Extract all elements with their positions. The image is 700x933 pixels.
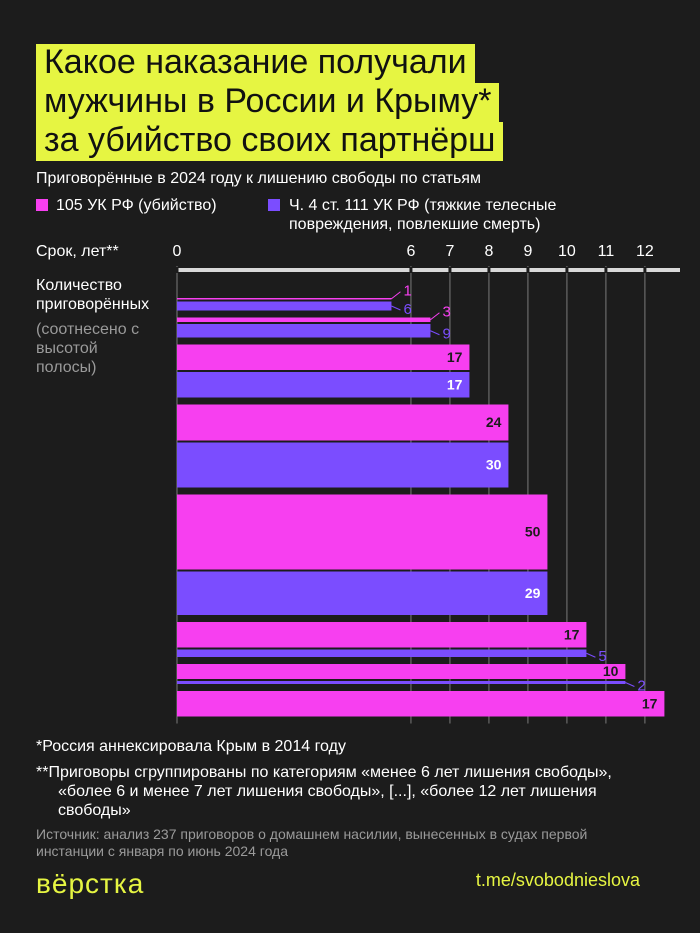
footnote: **Приговоры сгруппированы по категориям … bbox=[36, 764, 612, 819]
bar bbox=[177, 691, 665, 717]
data-label: 17 bbox=[642, 695, 658, 711]
x-tick-label: 8 bbox=[484, 243, 493, 260]
x-tick-label: 6 bbox=[407, 243, 416, 260]
data-label: 24 bbox=[486, 414, 502, 430]
data-label: 17 bbox=[564, 626, 580, 642]
chart-title: Какое наказание получали мужчины в Росси… bbox=[36, 44, 504, 161]
bar bbox=[177, 571, 548, 615]
bar bbox=[177, 317, 431, 322]
leader-line bbox=[586, 652, 596, 658]
data-label: 10 bbox=[603, 663, 619, 679]
leader-line bbox=[391, 291, 401, 300]
y-note: (соотнесено с высотой полосы) bbox=[36, 321, 140, 376]
bar bbox=[177, 372, 470, 398]
leader-line bbox=[430, 330, 440, 336]
data-label: 29 bbox=[525, 585, 541, 601]
data-label: 30 bbox=[486, 457, 502, 473]
x-axis-label: Срок, лет** bbox=[36, 243, 119, 260]
data-label: 2 bbox=[637, 677, 645, 694]
bar bbox=[177, 494, 548, 570]
source: Источник: анализ 237 приговоров о домашн… bbox=[36, 826, 588, 859]
legend-label: Ч. 4 ст. 111 УК РФ (тяжкие телесные повр… bbox=[289, 197, 557, 233]
legend-swatch bbox=[36, 199, 48, 211]
bar bbox=[177, 442, 509, 488]
title-line: за убийство своих партнёрш bbox=[36, 122, 504, 161]
bar bbox=[177, 324, 431, 338]
title-line: мужчины в России и Крыму* bbox=[36, 83, 500, 122]
brand-logo: вёрстка bbox=[36, 868, 145, 899]
bar bbox=[177, 622, 587, 648]
bar bbox=[177, 404, 509, 441]
x-tick-label: 9 bbox=[523, 243, 532, 260]
bar bbox=[177, 301, 392, 311]
legend-item: 105 УК РФ (убийство) bbox=[36, 196, 256, 215]
leader-line bbox=[391, 305, 401, 311]
bar bbox=[177, 298, 392, 300]
title-line: Какое наказание получали bbox=[36, 44, 475, 83]
x-tick-label: 11 bbox=[598, 243, 615, 260]
legend-item: Ч. 4 ст. 111 УК РФ (тяжкие телесные повр… bbox=[268, 196, 598, 234]
data-label: 6 bbox=[403, 301, 411, 318]
legend-swatch bbox=[268, 199, 280, 211]
x-tick-label: 10 bbox=[558, 243, 576, 260]
x-tick-label: 0 bbox=[173, 243, 182, 260]
bar bbox=[177, 664, 626, 679]
x-tick-label: 12 bbox=[636, 243, 654, 260]
bar bbox=[177, 649, 587, 657]
y-label: Количество приговорённых bbox=[36, 277, 150, 313]
channel-link: t.me/svobodnieslova bbox=[475, 870, 640, 890]
bar bbox=[177, 681, 626, 684]
leader-line bbox=[625, 682, 635, 687]
data-label: 1 bbox=[403, 283, 411, 300]
data-label: 50 bbox=[525, 524, 541, 540]
legend-label: 105 УК РФ (убийство) bbox=[56, 197, 217, 214]
leader-line bbox=[430, 312, 440, 321]
data-label: 17 bbox=[447, 376, 463, 392]
footnote: *Россия аннексировала Крым в 2014 году bbox=[36, 738, 346, 755]
bar bbox=[177, 344, 470, 370]
data-label: 9 bbox=[442, 326, 450, 343]
data-label: 3 bbox=[442, 304, 450, 321]
data-label: 17 bbox=[447, 349, 463, 365]
x-tick-label: 7 bbox=[445, 243, 454, 260]
data-label: 5 bbox=[598, 648, 606, 665]
subtitle: Приговорённые в 2024 году к лишению своб… bbox=[36, 170, 481, 187]
